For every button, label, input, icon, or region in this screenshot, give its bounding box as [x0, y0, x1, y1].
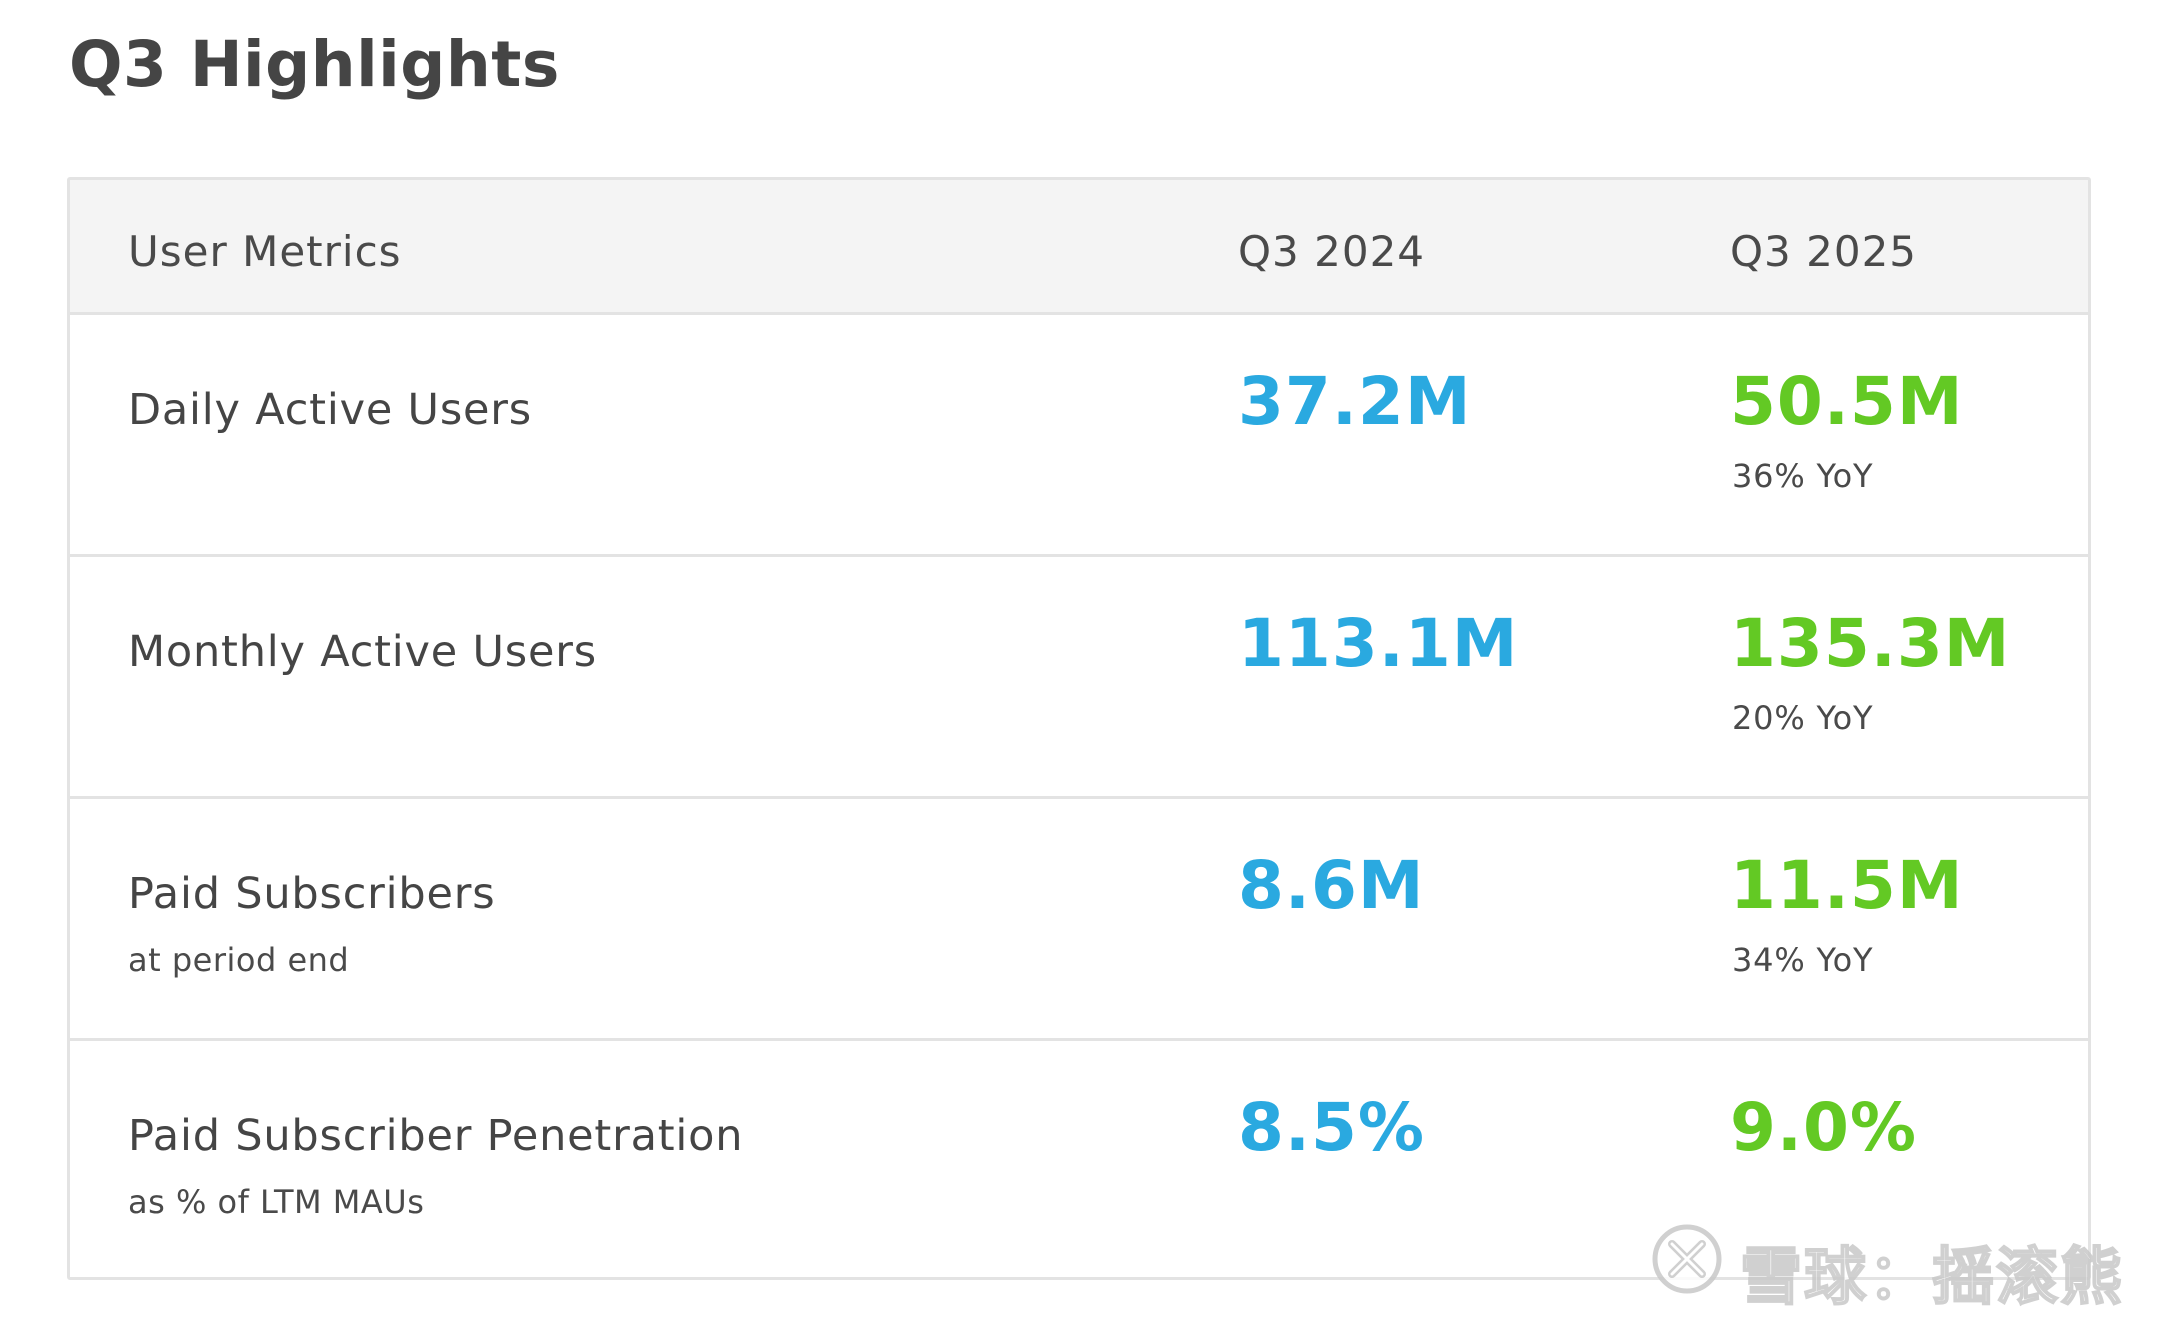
yoy-growth: 36% YoY	[1732, 457, 1874, 495]
watermark: 雪球：摇滚熊	[1650, 1222, 2123, 1314]
table-row-daily-active-users: Daily Active Users 37.2M 50.5M 36% YoY	[70, 315, 2088, 557]
page-title: Q3 Highlights	[69, 28, 560, 101]
value-q3-2024: 113.1M	[1238, 605, 1519, 682]
header-q3-2025: Q3 2025	[1730, 227, 1918, 276]
metric-name: Monthly Active Users	[128, 627, 597, 677]
metrics-table: User Metrics Q3 2024 Q3 2025 Daily Activ…	[67, 177, 2091, 1280]
value-q3-2025: 9.0%	[1730, 1089, 1918, 1166]
watermark-text: 雪球：摇滚熊	[1739, 1239, 2125, 1314]
metric-name: Daily Active Users	[128, 385, 532, 435]
table-row-paid-subscriber-penetration: Paid Subscriber Penetration as % of LTM …	[70, 1041, 2088, 1283]
yoy-growth: 20% YoY	[1732, 699, 1874, 737]
metric-name: Paid Subscriber Penetration	[128, 1111, 744, 1161]
table-header: User Metrics Q3 2024 Q3 2025	[70, 180, 2088, 315]
table-row-monthly-active-users: Monthly Active Users 113.1M 135.3M 20% Y…	[70, 557, 2088, 799]
header-q3-2024: Q3 2024	[1238, 227, 1426, 276]
xueqiu-logo-icon	[1652, 1224, 1722, 1294]
metric-name: Paid Subscribers	[128, 869, 496, 919]
yoy-growth: 34% YoY	[1732, 941, 1874, 979]
header-user-metrics: User Metrics	[128, 227, 402, 276]
metric-subtitle: as % of LTM MAUs	[128, 1183, 425, 1221]
table-row-paid-subscribers: Paid Subscribers at period end 8.6M 11.5…	[70, 799, 2088, 1041]
metric-subtitle: at period end	[128, 941, 350, 979]
value-q3-2025: 50.5M	[1730, 363, 1964, 440]
value-q3-2024: 8.5%	[1238, 1089, 1426, 1166]
value-q3-2025: 135.3M	[1730, 605, 2011, 682]
value-q3-2025: 11.5M	[1730, 847, 1964, 924]
value-q3-2024: 8.6M	[1238, 847, 1425, 924]
value-q3-2024: 37.2M	[1238, 363, 1472, 440]
